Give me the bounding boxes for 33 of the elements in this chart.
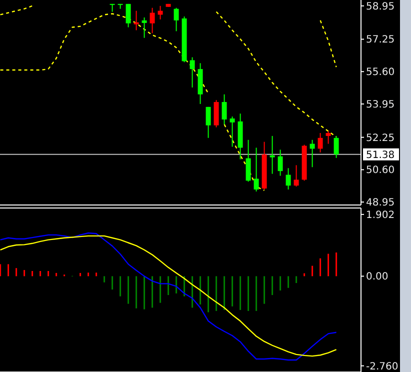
candlestick — [174, 7, 179, 32]
y-tick-label: 55.60 — [366, 67, 395, 78]
candlestick — [318, 132, 323, 153]
candlestick — [278, 149, 283, 176]
candlestick — [134, 10, 139, 31]
y-tick-label: -2.760 — [366, 361, 398, 372]
y-tick-label: 50.60 — [366, 165, 395, 176]
candlestick — [270, 135, 275, 174]
y-tick-label: 57.25 — [366, 34, 395, 46]
candlestick — [286, 168, 291, 190]
candlestick — [190, 56, 195, 88]
candlestick — [310, 139, 315, 168]
candlestick — [334, 135, 339, 158]
y-tick-label: 58.95 — [366, 1, 395, 12]
candlestick — [294, 164, 299, 188]
candlestick — [142, 16, 147, 38]
y-tick-label: 0.00 — [366, 272, 388, 283]
ref-line-label: 51.38 — [366, 150, 395, 161]
candlestick — [254, 147, 259, 192]
candlestick — [126, 3, 131, 28]
candlestick — [326, 130, 331, 144]
y-tick-label: 1.902 — [366, 210, 395, 221]
candlestick — [206, 106, 211, 138]
candlestick — [230, 116, 235, 148]
candlestick — [150, 7, 155, 34]
candlestick — [246, 139, 251, 182]
y-tick-label: 52.25 — [366, 132, 395, 144]
y-tick-label: 53.95 — [366, 99, 395, 110]
y-tick-label: 48.95 — [366, 198, 395, 209]
candlestick — [158, 5, 163, 20]
candlestick — [222, 94, 227, 125]
candlestick — [110, 3, 115, 12]
candlestick — [214, 100, 219, 128]
